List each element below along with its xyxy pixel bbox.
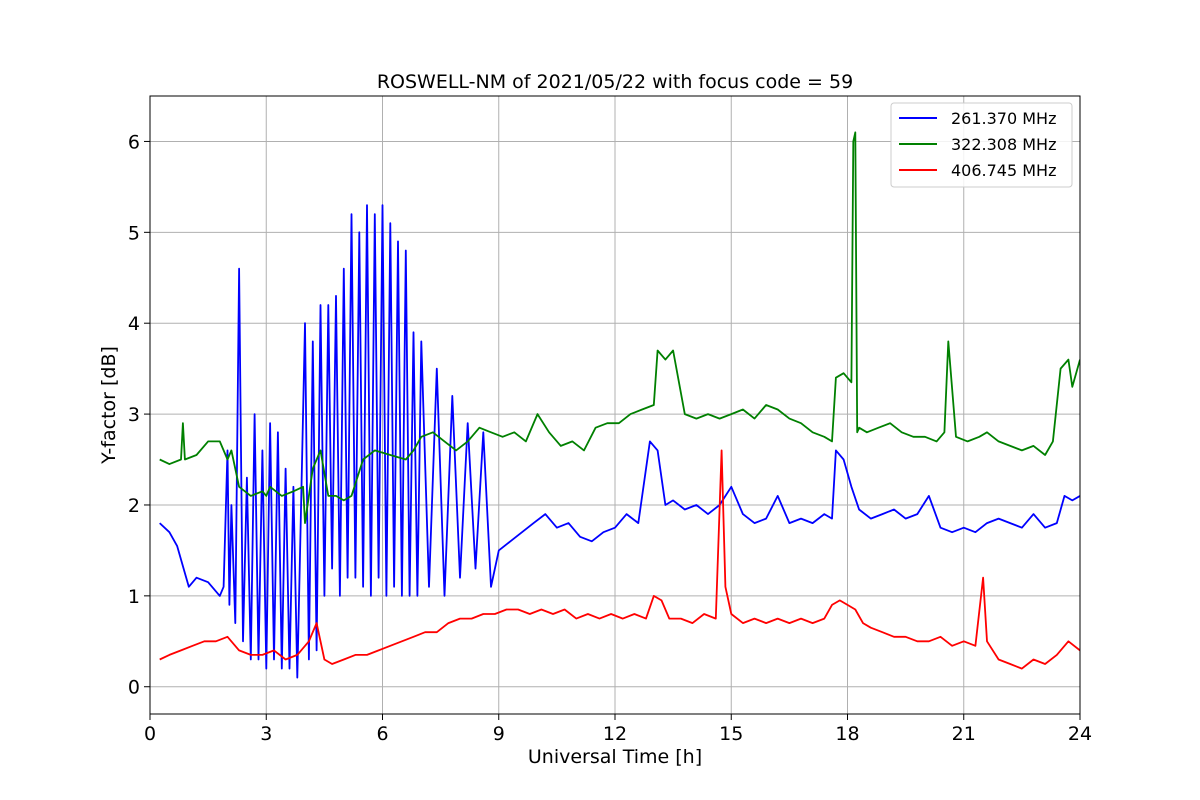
legend-label-2: 322.308 MHz xyxy=(951,135,1056,154)
x-tick-label: 18 xyxy=(835,723,859,745)
x-tick-label: 15 xyxy=(719,723,743,745)
series-line-3 xyxy=(159,449,1080,670)
legend: 261.370 MHz 322.308 MHz 406.745 MHz xyxy=(890,102,1073,188)
x-tick-label: 21 xyxy=(952,723,976,745)
grid xyxy=(149,96,1081,714)
legend-label-3: 406.745 MHz xyxy=(951,161,1056,180)
x-tick-label: 12 xyxy=(603,723,627,745)
x-tick-label: 24 xyxy=(1068,723,1092,745)
y-tick-label: 6 xyxy=(128,131,140,153)
x-tick-label: 3 xyxy=(260,723,272,745)
chart-title: ROSWELL-NM of 2021/05/22 with focus code… xyxy=(377,71,853,93)
y-axis: 0 1 2 3 4 5 6 xyxy=(128,131,150,699)
x-tick-label: 9 xyxy=(493,723,505,745)
x-axis: 0 3 6 9 12 15 18 21 24 xyxy=(144,714,1092,745)
series-line-1 xyxy=(159,204,1080,679)
y-tick-label: 2 xyxy=(128,495,140,517)
plot-area xyxy=(159,131,1080,679)
series-line-2 xyxy=(159,131,1080,524)
y-tick-label: 0 xyxy=(128,677,140,699)
legend-label-1: 261.370 MHz xyxy=(951,109,1056,128)
y-tick-label: 4 xyxy=(128,313,140,335)
x-tick-label: 6 xyxy=(376,723,388,745)
legend-box xyxy=(890,102,1073,188)
x-tick-label: 0 xyxy=(144,723,156,745)
y-tick-label: 1 xyxy=(128,586,140,608)
x-axis-label: Universal Time [h] xyxy=(528,746,702,768)
y-axis-label: Y-factor [dB] xyxy=(98,346,120,465)
y-tick-label: 5 xyxy=(128,222,140,244)
y-tick-label: 3 xyxy=(128,404,140,426)
